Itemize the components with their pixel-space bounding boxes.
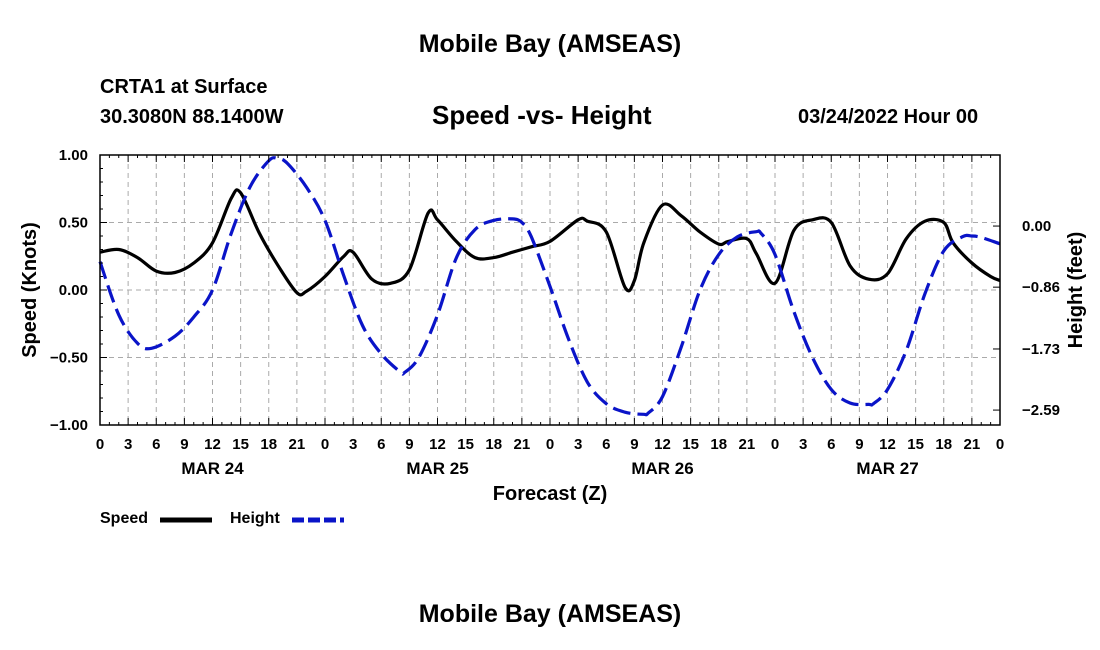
day-label: MAR 25 [406, 459, 468, 478]
x-tick-label: 9 [855, 436, 863, 453]
y2-axis-label: Height (feet) [1065, 232, 1087, 349]
x-axis-label: Forecast (Z) [493, 483, 607, 505]
x-tick-label: 18 [485, 436, 502, 453]
y-tick-label: −0.50 [50, 350, 88, 367]
x-tick-label: 12 [654, 436, 671, 453]
station-label: CRTA1 at Surface [100, 76, 268, 98]
x-tick-label: 9 [630, 436, 638, 453]
x-tick-label: 6 [152, 436, 160, 453]
y-tick-label: −1.00 [50, 417, 88, 434]
x-tick-label: 0 [771, 436, 779, 453]
x-tick-label: 12 [204, 436, 221, 453]
y2-tick-label: −2.59 [1022, 402, 1060, 419]
series-layer [98, 156, 1001, 417]
x-tick-label: 3 [574, 436, 582, 453]
y2-tick-label: 0.00 [1022, 218, 1051, 235]
x-tick-label: 15 [682, 436, 699, 453]
x-tick-label: 9 [405, 436, 413, 453]
footer-title: Mobile Bay (AMSEAS) [418, 600, 682, 628]
x-tick-label: 3 [799, 436, 807, 453]
day-label: MAR 24 [181, 459, 244, 478]
x-tick-label: 21 [739, 436, 756, 453]
day-label: MAR 27 [856, 459, 918, 478]
x-tick-label: 3 [349, 436, 357, 453]
x-tick-label: 21 [289, 436, 306, 453]
legend-height-label: Height [230, 510, 280, 527]
x-tick-label: 3 [124, 436, 132, 453]
x-tick-label: 18 [710, 436, 727, 453]
x-tick-label: 0 [546, 436, 554, 453]
x-tick-label: 12 [429, 436, 446, 453]
x-tick-label: 9 [180, 436, 188, 453]
y-tick-label: 0.00 [59, 282, 88, 299]
x-tick-label: 12 [879, 436, 896, 453]
x-tick-label: 0 [96, 436, 104, 453]
forecast-date: 03/24/2022 Hour 00 [798, 106, 979, 128]
day-label: MAR 26 [631, 459, 693, 478]
x-tick-label: 0 [996, 436, 1004, 453]
x-tick-label: 15 [232, 436, 249, 453]
y-axis-label: Speed (Knots) [19, 222, 41, 358]
x-tick-label: 6 [602, 436, 610, 453]
grid [100, 155, 1000, 425]
x-tick-label: 15 [907, 436, 924, 453]
series-line-height [98, 156, 1001, 417]
y2-tick-label: −0.86 [1022, 279, 1060, 296]
x-tick-label: 15 [457, 436, 474, 453]
legend-speed-label: Speed [100, 510, 149, 527]
x-tick-label: 21 [964, 436, 981, 453]
x-tick-label: 6 [827, 436, 835, 453]
axes: 0 3 6 9 12 15 18 21 0 3 6 9 12 15 18 21 0 3 6 9 12 15 18 21 0 3 6 9… [50, 147, 1060, 478]
main-title: Mobile Bay (AMSEAS) [418, 30, 682, 58]
y2-tick-label: −1.73 [1022, 341, 1060, 358]
y-tick-label: 1.00 [59, 147, 88, 164]
x-tick-label: 6 [377, 436, 385, 453]
y-tick-label: 0.50 [59, 215, 88, 232]
chart-title: Speed -vs- Height [432, 100, 652, 130]
series-line-speed [99, 188, 1001, 297]
station-coordinates: 30.3080N 88.1400W [100, 106, 284, 128]
x-tick-label: 21 [514, 436, 531, 453]
x-tick-label: 18 [260, 436, 277, 453]
x-tick-label: 0 [321, 436, 329, 453]
x-tick-label: 18 [935, 436, 952, 453]
